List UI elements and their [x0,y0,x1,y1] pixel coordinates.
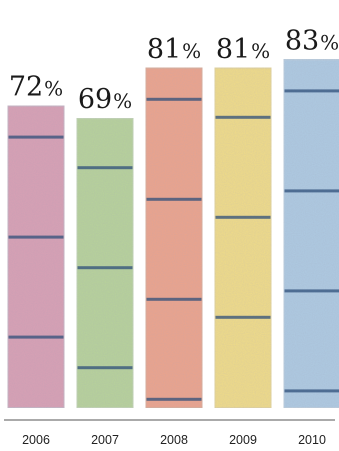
bar-stripe [77,366,133,370]
x-tick-label-2008: 2008 [160,433,188,447]
value-unit: % [113,89,132,113]
value-number: 81 [216,34,250,65]
bar-stripe [284,389,339,393]
bar-2009 [213,66,273,410]
x-tick-label-2009: 2009 [229,433,257,447]
bar-fill [75,117,135,409]
value-number: 83 [285,25,319,56]
bar-stripe [8,335,64,339]
bar-stripe [146,297,202,301]
bar-stripe [146,97,202,101]
value-label-2007: 69% [78,84,132,115]
bar-stripe [77,166,133,170]
bar-fill [282,58,339,410]
x-tick-label-2010: 2010 [298,433,326,447]
bar-stripe [77,266,133,270]
x-tick-label-2006: 2006 [22,433,50,447]
bar-stripe [146,197,202,201]
value-number: 81 [147,34,181,65]
bar-2010 [282,58,339,410]
bar-fill [213,66,273,410]
value-label-2010: 83% [285,25,339,56]
value-label-2006: 72% [9,72,63,103]
bar-stripe [215,215,271,219]
bar-stripe [284,289,339,293]
bar-stripe [8,235,64,239]
value-number: 69 [78,84,112,115]
bar-stripe [8,135,64,139]
bars-group [6,58,339,410]
bar-fill [144,66,204,410]
bar-stripe [215,115,271,119]
bar-stripe [284,189,339,193]
bar-2006 [6,104,66,409]
value-unit: % [320,30,339,54]
value-unit: % [44,77,63,101]
bar-2008 [144,66,204,410]
bar-stripe [215,315,271,319]
bar-stripe [284,89,339,93]
x-tick-label-2007: 2007 [91,433,119,447]
value-labels-group: 72% 69%81% 81% 83% [9,25,339,115]
bar-fill [6,104,66,409]
bar-stripe [146,397,202,401]
value-label-2009: 81% [216,34,270,65]
value-label-2008: 81% [147,34,201,65]
value-unit: % [182,39,201,63]
value-number: 72 [9,72,43,103]
value-unit: % [251,39,270,63]
bar-2007 [75,117,135,409]
x-tick-labels-group: 2006 2007 2008 2009 2010 [22,433,326,447]
